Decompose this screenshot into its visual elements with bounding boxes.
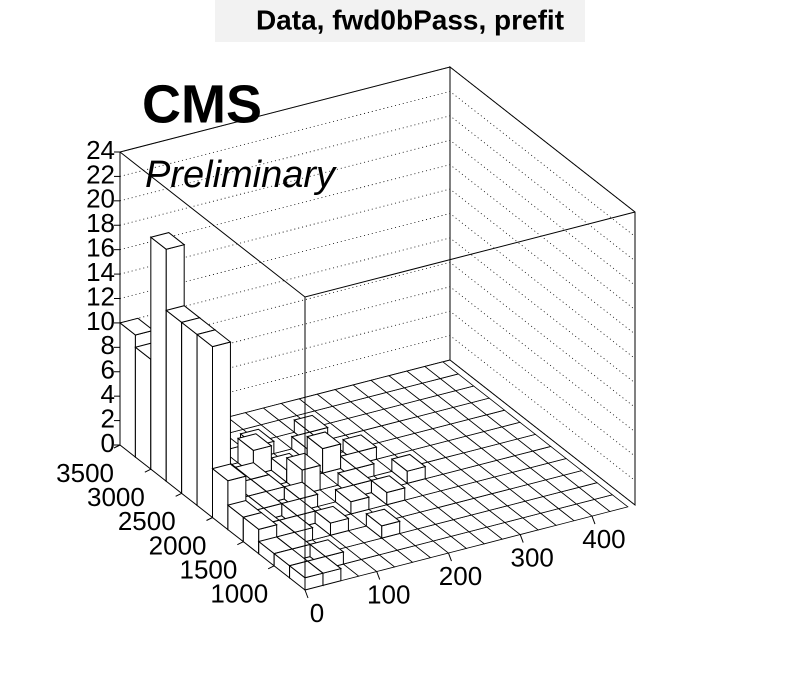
grid-line [119,359,636,506]
y-tick-label: 1000 [210,579,268,609]
grid-line [119,310,636,457]
y-tick [237,541,244,546]
boxes [118,232,427,592]
grid-line [119,139,636,286]
bar-top [288,560,325,579]
grid-line [119,261,636,408]
bar-side [196,333,213,519]
bar-top [149,232,186,250]
z-tick-label: 14 [86,257,115,287]
grid-line [119,115,636,262]
preliminary-label: Preliminary [145,154,337,196]
y-tick-label: 1500 [179,555,237,585]
cms-label: CMS [142,74,262,134]
y-tick [206,517,213,521]
x-tick-label: 400 [582,524,625,554]
z-tick-label: 4 [101,379,115,409]
bar-top [390,453,427,472]
z-tick-label: 10 [86,306,115,336]
chart-title: Data, fwd0bPass, prefit [256,4,564,35]
x-tick [376,571,381,580]
bar-top [336,467,373,486]
z-tick-label: 18 [86,208,115,238]
bar-top [313,505,350,524]
bar-top [308,539,345,558]
z-tick-label: 0 [101,428,115,458]
bar-top [293,414,329,433]
x-tick-label: 300 [511,542,554,572]
bar-top [211,463,247,482]
x-tick [591,515,596,525]
y-tick-label: 2000 [149,530,207,560]
z-tick-label: 20 [86,184,115,214]
bar-top [195,329,232,348]
x-tick-label: 100 [367,579,410,609]
grid-line [119,188,636,335]
bar-top [283,481,319,500]
grid-line [119,66,636,213]
bar-top [242,512,278,530]
y-tick-label: 3000 [87,482,145,512]
z-tick-label: 22 [86,159,115,189]
empty-cell [424,361,460,379]
grid-line [119,164,636,310]
bar-side [134,346,152,471]
bar-top [365,508,401,527]
bar-top [280,498,317,517]
bar-side [165,309,183,495]
bar-top [370,475,406,494]
x-tick [304,589,309,599]
bar-top [236,433,273,451]
grid-line [119,335,636,481]
y-tick [267,565,275,570]
z-tick-label: 8 [101,330,115,360]
title-box [215,0,585,42]
y-tick-label: 2500 [118,506,176,536]
bar-top [339,451,376,469]
bar-top [341,434,378,453]
labels: 0246810121416182022240100200300400100015… [56,135,625,628]
y-tick [175,492,182,497]
bar-side [119,321,136,459]
y-tick [113,444,121,449]
x-tick [448,552,452,562]
z-tick-label: 2 [101,403,115,433]
grid-line [119,213,636,359]
bar-top [306,431,342,450]
z-tick-label: 16 [86,233,115,263]
grid-line [119,237,636,384]
y-tick-label: 3500 [56,458,114,488]
bar-side [150,236,167,483]
x-tick-label: 200 [439,561,482,591]
z-tick-label: 6 [101,355,115,385]
bar-top [334,484,370,503]
grid-line [119,90,636,237]
grid-line [119,286,636,433]
y-tick [144,468,152,473]
bar-top [118,317,155,336]
x-tick [519,534,524,543]
x-tick-label: 0 [310,598,324,628]
z-tick-label: 24 [86,135,115,165]
bar-side [181,321,198,507]
z-tick-label: 12 [86,281,115,311]
